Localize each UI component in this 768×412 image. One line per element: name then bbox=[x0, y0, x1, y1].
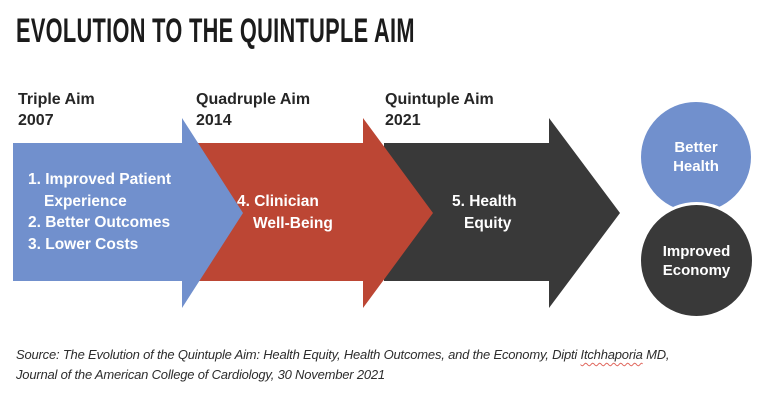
arrow-text-triple-aim: 1. Improved Patient Experience 2. Better… bbox=[28, 169, 171, 255]
stage-label-triple-aim: Triple Aim 2007 bbox=[18, 89, 95, 131]
aim-item-line: 5. Health bbox=[452, 193, 517, 210]
circle-label-improved-economy: Improved Economy bbox=[662, 242, 731, 279]
stage-name: Triple Aim bbox=[18, 91, 95, 108]
aim-item-line: 4. Clinician bbox=[237, 193, 319, 210]
stage-name: Quintuple Aim bbox=[385, 91, 494, 108]
source-line-2: Journal of the American College of Cardi… bbox=[16, 366, 385, 382]
source-flagged-word: Itchhaporia bbox=[580, 347, 643, 362]
stage-year: 2014 bbox=[196, 112, 232, 129]
source-text-suffix: MD, bbox=[642, 347, 670, 362]
stage-year: 2021 bbox=[385, 112, 421, 129]
arrow-text-quintuple-aim: 5. Health Equity bbox=[452, 191, 517, 234]
aim-item-line: 2. Better Outcomes bbox=[28, 214, 171, 231]
arrow-text-quadruple-aim: 4. Clinician Well-Being bbox=[237, 191, 333, 234]
stage-label-quintuple-aim: Quintuple Aim 2021 bbox=[385, 89, 494, 131]
aim-item-line: 3. Lower Costs bbox=[28, 235, 139, 253]
source-citation: Source: The Evolution of the Quintuple A… bbox=[16, 345, 670, 384]
aim-item-line: Equity bbox=[464, 214, 512, 232]
circle-label-better-health: Better Health bbox=[673, 139, 719, 175]
aim-item-line: Experience bbox=[44, 192, 127, 210]
stage-year: 2007 bbox=[18, 112, 54, 129]
circle-better-health: Better Health bbox=[641, 102, 751, 212]
stage-label-quadruple-aim: Quadruple Aim 2014 bbox=[196, 89, 310, 131]
aim-item-line: Well-Being bbox=[253, 214, 333, 232]
aim-item-line: 1. Improved Patient bbox=[28, 171, 171, 188]
circle-improved-economy: Improved Economy bbox=[638, 202, 755, 319]
source-text-prefix: Source: The Evolution of the Quintuple A… bbox=[16, 347, 581, 362]
stage-name: Quadruple Aim bbox=[196, 91, 311, 108]
source-line-1: Source: The Evolution of the Quintuple A… bbox=[16, 345, 670, 365]
page-title: EVOLUTION TO THE QUINTUPLE AIM bbox=[16, 12, 415, 50]
